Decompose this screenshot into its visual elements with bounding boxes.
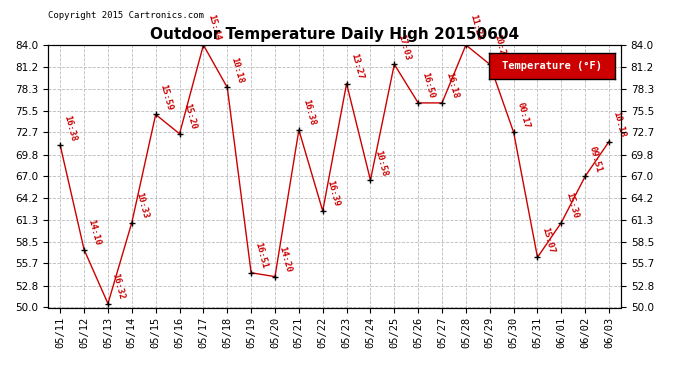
Text: 10:18: 10:18 [230, 56, 246, 84]
Text: 16:32: 16:32 [110, 272, 126, 300]
Text: 16:50: 16:50 [420, 72, 436, 100]
Text: 15:20: 15:20 [182, 102, 197, 131]
Text: 14:20: 14:20 [277, 245, 293, 273]
Text: 10:33: 10:33 [134, 191, 150, 219]
Text: 15:44: 15:44 [206, 13, 221, 42]
Text: 16:18: 16:18 [444, 72, 460, 100]
Text: 10:18: 10:18 [611, 110, 627, 138]
Text: 13:27: 13:27 [349, 52, 364, 81]
Text: 10:29: 10:29 [492, 33, 508, 61]
Text: 16:38: 16:38 [302, 99, 317, 127]
Text: 00:17: 00:17 [516, 101, 532, 129]
Text: Copyright 2015 Cartronics.com: Copyright 2015 Cartronics.com [48, 11, 204, 20]
Text: 15:59: 15:59 [158, 83, 174, 111]
Text: 15:30: 15:30 [564, 191, 580, 219]
Text: 16:39: 16:39 [325, 180, 341, 208]
Text: 14:10: 14:10 [86, 218, 102, 246]
Title: Outdoor Temperature Daily High 20150604: Outdoor Temperature Daily High 20150604 [150, 27, 519, 42]
Text: 10:58: 10:58 [373, 149, 388, 177]
Text: 15:07: 15:07 [540, 226, 555, 254]
Text: 09:51: 09:51 [588, 145, 603, 173]
Text: 16:51: 16:51 [253, 242, 269, 270]
Text: 17:03: 17:03 [397, 33, 413, 61]
Text: 11:28: 11:28 [469, 13, 484, 42]
Text: 16:38: 16:38 [63, 114, 78, 142]
